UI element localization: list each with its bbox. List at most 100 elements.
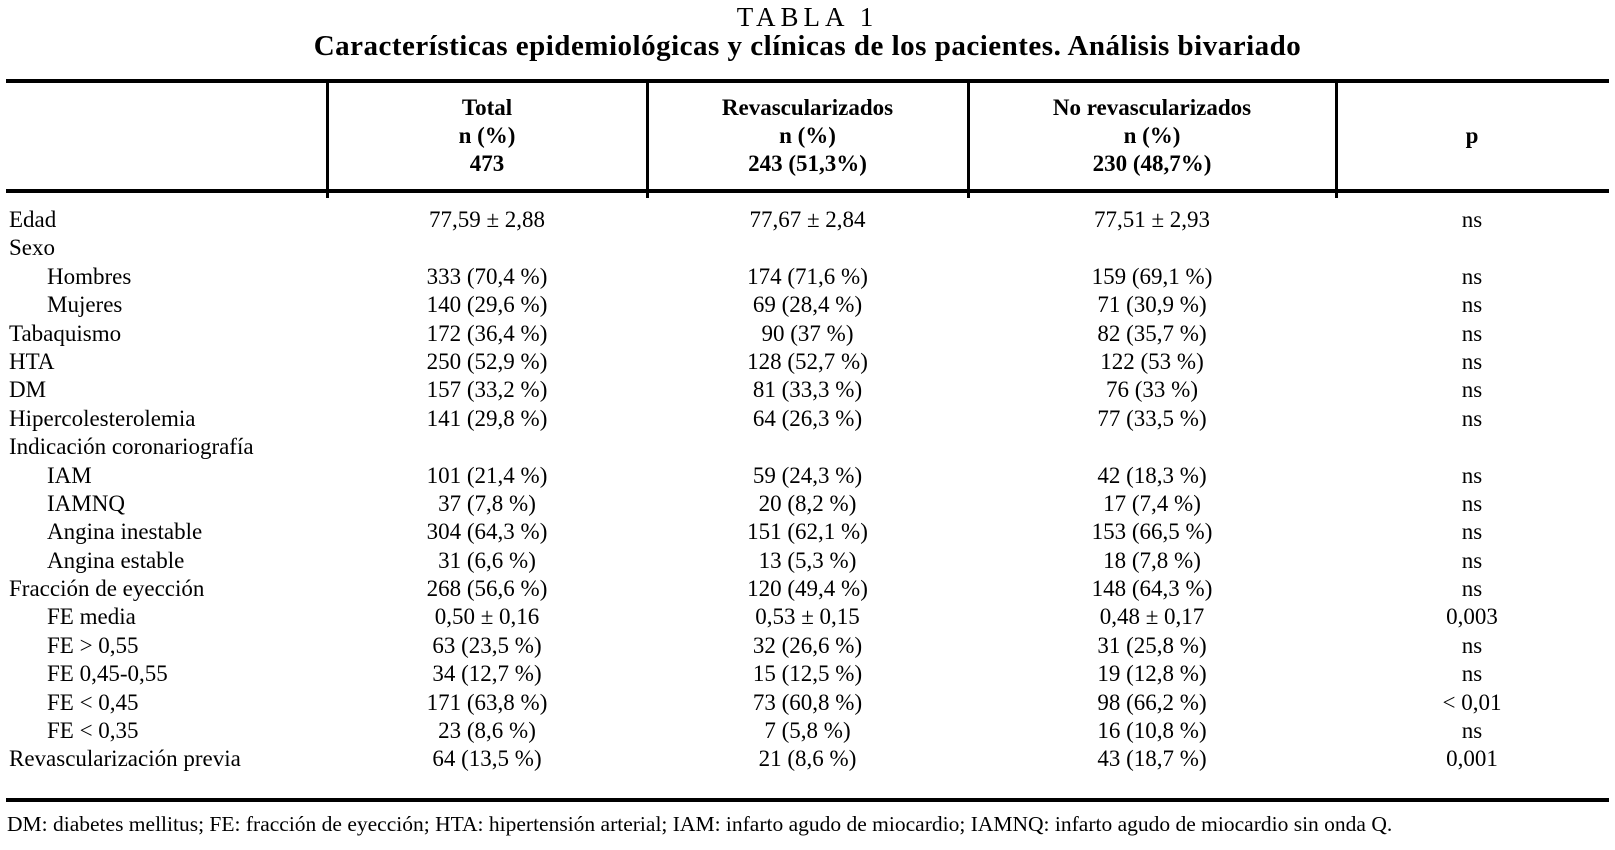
column-header-p: p: [1336, 84, 1608, 188]
cell-revascularizados: 32 (26,6 %): [752, 632, 863, 658]
column-header-p-label: p: [1465, 123, 1479, 148]
column-header-no-revascularizados: No revascularizados n (%) 230 (48,7%): [968, 84, 1336, 188]
row-label: Mujeres: [47, 292, 123, 318]
cell-p: ns: [1461, 263, 1483, 289]
cell-p: < 0,01: [1442, 689, 1502, 715]
table-row: Revascularización previa 64 (13,5 %) 21 …: [7, 745, 1608, 773]
cell-no-revascularizados: 153 (66,5 %): [1091, 519, 1213, 545]
cell-no-revascularizados: 148 (64,3 %): [1091, 576, 1213, 602]
row-label: Hipercolesterolemia: [9, 405, 196, 431]
cell-no-revascularizados: 19 (12,8 %): [1097, 661, 1207, 687]
row-label: Angina inestable: [47, 519, 203, 545]
column-header-revascularizados-stat: 243 (51,3%): [748, 151, 867, 176]
cell-total: 23 (8,6 %): [438, 718, 536, 744]
cell-p: ns: [1461, 320, 1483, 346]
table-row: IAMNQ 37 (7,8 %) 20 (8,2 %) 17 (7,4 %) n…: [7, 490, 1608, 518]
cell-revascularizados: 59 (24,3 %): [752, 462, 863, 488]
column-header-revascularizados-sub: n (%): [779, 123, 836, 148]
row-label: FE 0,45-0,55: [47, 661, 168, 687]
cell-revascularizados: 77,67 ± 2,84: [749, 207, 866, 232]
cell-p: ns: [1461, 348, 1483, 374]
cell-revascularizados: 90 (37 %): [761, 320, 854, 346]
cell-total: 140 (29,6 %): [426, 292, 548, 318]
cell-no-revascularizados: 82 (35,7 %): [1097, 320, 1207, 346]
table-row: FE > 0,55 63 (23,5 %) 32 (26,6 %) 31 (25…: [7, 632, 1608, 660]
table-footnote: DM: diabetes mellitus; FE: fracción de e…: [7, 812, 1393, 836]
column-header-total-sub: n (%): [458, 123, 516, 148]
table-row: IAM 101 (21,4 %) 59 (24,3 %) 42 (18,3 %)…: [7, 462, 1608, 490]
cell-revascularizados: [647, 234, 968, 262]
table-row: Indicación coronariografía: [7, 433, 1608, 461]
cell-no-revascularizados: 76 (33 %): [1106, 377, 1198, 403]
rule-bottom: [6, 798, 1609, 802]
header-divider-4: [1335, 80, 1338, 198]
cell-no-revascularizados: 18 (7,8 %): [1103, 547, 1201, 573]
cell-no-revascularizados: 122 (53 %): [1100, 348, 1204, 374]
table-row: Sexo: [7, 234, 1608, 262]
cell-revascularizados: 0,53 ± 0,15: [755, 604, 860, 630]
row-label: Indicación coronariografía: [9, 434, 254, 460]
cell-p: ns: [1461, 292, 1483, 318]
cell-total: 141 (29,8 %): [426, 405, 548, 431]
cell-revascularizados: 73 (60,8 %): [752, 689, 863, 715]
table-row: Fracción de eyección 268 (56,6 %) 120 (4…: [7, 575, 1608, 603]
column-header-revascularizados-label: Revascularizados: [721, 95, 894, 120]
cell-no-revascularizados: [968, 433, 1336, 461]
table-row: Angina estable 31 (6,6 %) 13 (5,3 %) 18 …: [7, 547, 1608, 575]
row-label: HTA: [9, 348, 55, 374]
cell-p: ns: [1461, 661, 1483, 687]
cell-revascularizados: 128 (52,7 %): [747, 348, 868, 374]
table-row: FE media 0,50 ± 0,16 0,53 ± 0,15 0,48 ± …: [7, 603, 1608, 631]
rule-header-bottom: [6, 189, 1609, 193]
cell-no-revascularizados: 16 (10,8 %): [1097, 718, 1207, 744]
row-label: FE < 0,45: [47, 689, 139, 715]
cell-total: [327, 433, 647, 461]
cell-total: 333 (70,4 %): [426, 263, 548, 289]
cell-p: ns: [1461, 377, 1483, 403]
table-body: Edad 77,59 ± 2,88 77,67 ± 2,84 77,51 ± 2…: [7, 206, 1608, 774]
cell-revascularizados: 20 (8,2 %): [758, 490, 857, 516]
row-label: DM: [9, 377, 47, 403]
cell-no-revascularizados: 71 (30,9 %): [1097, 292, 1207, 318]
row-label: FE < 0,35: [47, 718, 139, 744]
column-header-no-revascularizados-sub: n (%): [1123, 123, 1181, 148]
cell-p: ns: [1461, 519, 1483, 545]
table-number-title: TABLA 1: [736, 2, 879, 32]
cell-total: 157 (33,2 %): [426, 377, 548, 403]
cell-p: ns: [1461, 632, 1483, 658]
row-label: IAMNQ: [47, 490, 125, 516]
cell-p: ns: [1461, 718, 1483, 744]
cell-revascularizados: 174 (71,6 %): [747, 263, 868, 289]
cell-revascularizados: 13 (5,3 %): [758, 547, 857, 573]
cell-no-revascularizados: 31 (25,8 %): [1097, 632, 1207, 658]
cell-revascularizados: 81 (33,3 %): [752, 377, 863, 403]
rule-top: [6, 79, 1609, 83]
column-header-no-revascularizados-label: No revascularizados: [1052, 95, 1252, 120]
column-header-total-stat: 473: [469, 151, 505, 176]
cell-p: ns: [1461, 405, 1483, 431]
column-header-total-label: Total: [461, 95, 513, 120]
row-label: Hombres: [47, 263, 132, 289]
cell-revascularizados: 120 (49,4 %): [747, 576, 868, 602]
cell-total: 37 (7,8 %): [438, 490, 536, 516]
table-row: FE < 0,45 171 (63,8 %) 73 (60,8 %) 98 (6…: [7, 689, 1608, 717]
table-row: Edad 77,59 ± 2,88 77,67 ± 2,84 77,51 ± 2…: [7, 206, 1608, 234]
header-divider-3: [967, 80, 970, 198]
cell-total: [327, 234, 647, 262]
row-label: IAM: [47, 462, 92, 488]
cell-revascularizados: 64 (26,3 %): [752, 405, 863, 431]
cell-revascularizados: 21 (8,6 %): [758, 746, 857, 772]
cell-total: 171 (63,8 %): [426, 689, 548, 715]
cell-total: 64 (13,5 %): [432, 746, 542, 772]
cell-no-revascularizados: 0,48 ± 0,17: [1099, 604, 1205, 630]
cell-p: ns: [1461, 576, 1483, 602]
cell-p: [1336, 234, 1608, 262]
cell-p: 0,001: [1446, 746, 1498, 772]
cell-p: ns: [1461, 207, 1483, 232]
table-row: Tabaquismo 172 (36,4 %) 90 (37 %) 82 (35…: [7, 320, 1608, 348]
cell-no-revascularizados: 42 (18,3 %): [1097, 462, 1207, 488]
cell-revascularizados: 7 (5,8 %): [764, 718, 851, 744]
cell-no-revascularizados: 17 (7,4 %): [1103, 490, 1201, 516]
cell-total: 31 (6,6 %): [438, 547, 536, 573]
